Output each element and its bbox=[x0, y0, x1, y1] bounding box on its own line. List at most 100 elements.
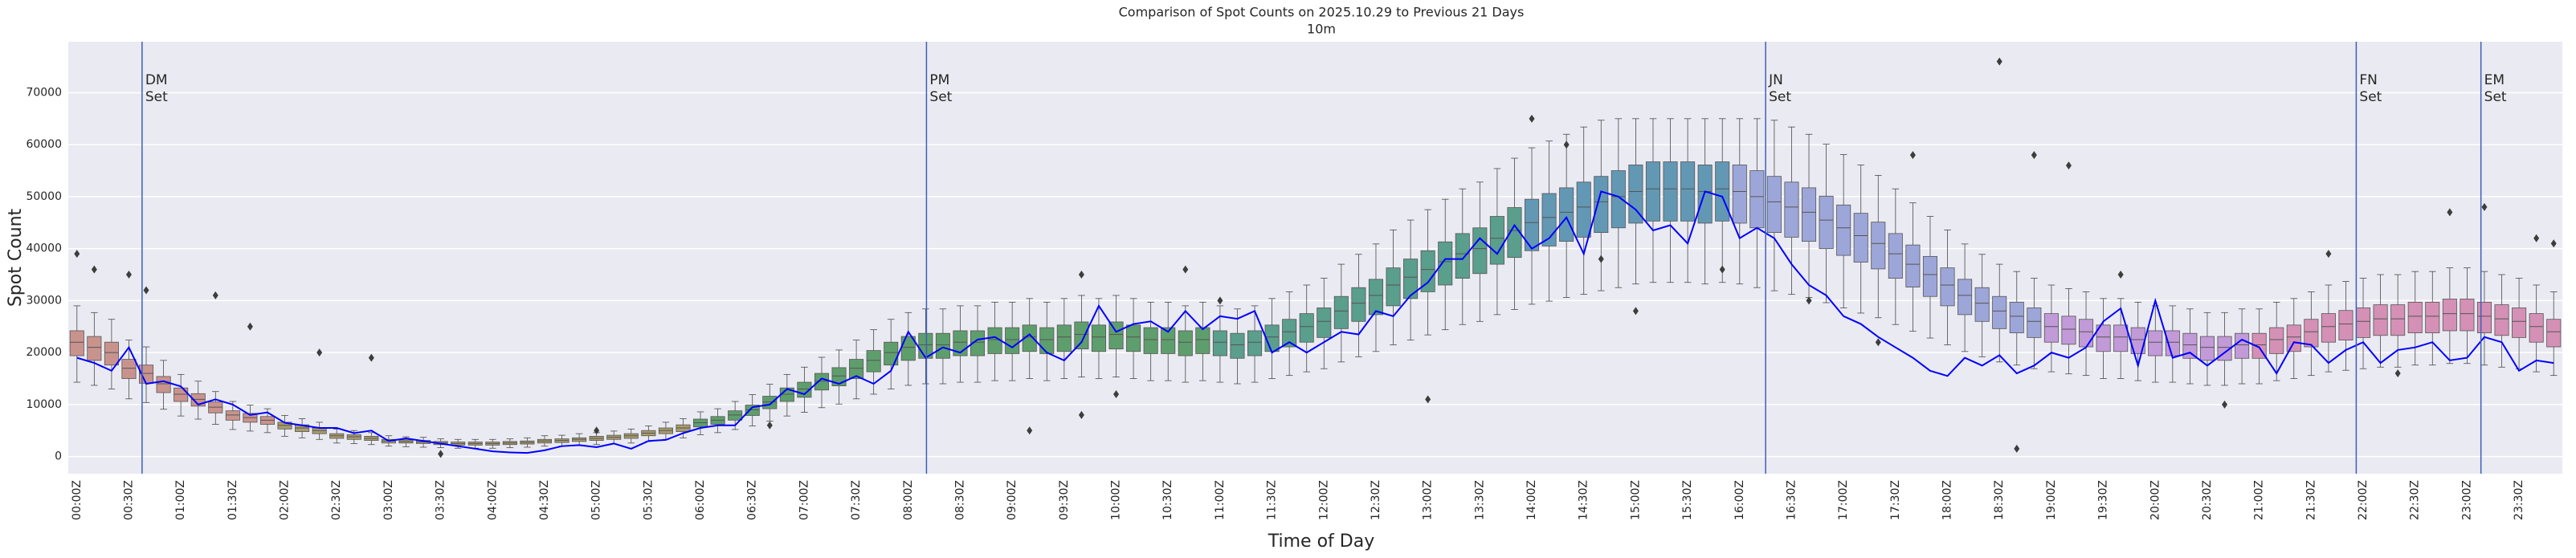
outlier bbox=[2447, 208, 2453, 217]
x-tick-label: 17:30Z bbox=[1889, 480, 1902, 520]
outlier bbox=[74, 250, 80, 259]
x-tick-label: 20:30Z bbox=[2201, 480, 2214, 520]
event-label: Set bbox=[929, 89, 952, 105]
box bbox=[1940, 267, 1955, 307]
box bbox=[1663, 161, 1678, 222]
box bbox=[2009, 301, 2024, 333]
x-tick-label: 02:00Z bbox=[279, 480, 292, 520]
box bbox=[1802, 187, 1817, 242]
box bbox=[1455, 233, 1470, 279]
box bbox=[2043, 313, 2059, 343]
x-tick-label: 11:00Z bbox=[1214, 480, 1227, 520]
box bbox=[1317, 308, 1332, 338]
box bbox=[2407, 301, 2423, 333]
box bbox=[1368, 279, 1383, 316]
box bbox=[1853, 213, 1868, 263]
x-tick-label: 06:00Z bbox=[694, 480, 707, 520]
outlier bbox=[316, 348, 323, 357]
box bbox=[1005, 327, 1020, 354]
box bbox=[2460, 299, 2475, 332]
box bbox=[1074, 321, 1089, 350]
outlier bbox=[2394, 369, 2401, 378]
outlier bbox=[1996, 57, 2002, 66]
outlier bbox=[1113, 389, 1120, 398]
y-axis-label: Spot Count bbox=[6, 208, 26, 307]
y-tick-label: 10000 bbox=[26, 398, 62, 411]
box bbox=[1594, 176, 1609, 234]
box bbox=[1386, 267, 1401, 307]
box bbox=[1645, 161, 1660, 222]
x-tick-label: 08:30Z bbox=[953, 480, 966, 520]
box bbox=[1749, 170, 1765, 229]
box bbox=[1507, 207, 1522, 259]
chart-subtitle: 10m bbox=[1307, 22, 1336, 37]
box bbox=[849, 359, 864, 379]
box bbox=[831, 367, 847, 386]
box bbox=[1161, 327, 1176, 354]
box bbox=[2148, 330, 2163, 356]
box bbox=[1697, 165, 1713, 224]
x-tick-label: 21:30Z bbox=[2305, 480, 2317, 520]
box bbox=[2373, 304, 2388, 336]
y-tick-label: 60000 bbox=[26, 138, 62, 151]
x-tick-label: 10:30Z bbox=[1161, 480, 1174, 520]
outlier bbox=[1217, 296, 1223, 305]
box bbox=[2199, 336, 2215, 361]
box bbox=[1247, 330, 1263, 356]
box bbox=[2494, 304, 2509, 336]
outlier bbox=[2014, 444, 2020, 453]
outlier bbox=[368, 353, 374, 362]
x-tick-label: 23:00Z bbox=[2460, 480, 2473, 520]
box bbox=[1680, 161, 1696, 222]
outlier bbox=[247, 322, 253, 331]
box bbox=[2304, 319, 2319, 348]
x-tick-label: 16:00Z bbox=[1733, 480, 1746, 520]
outlier bbox=[1182, 265, 1189, 274]
box bbox=[1974, 287, 1990, 322]
box bbox=[1958, 279, 1973, 316]
box bbox=[1022, 324, 1037, 352]
box bbox=[174, 387, 189, 402]
box bbox=[2529, 313, 2544, 343]
x-tick-label: 14:30Z bbox=[1578, 480, 1590, 520]
box bbox=[1992, 295, 2007, 329]
box bbox=[2061, 316, 2076, 345]
outlier bbox=[2031, 151, 2037, 160]
box bbox=[1282, 319, 1297, 348]
outlier bbox=[1598, 255, 1604, 263]
outlier bbox=[212, 291, 218, 299]
box bbox=[2235, 332, 2250, 359]
outlier bbox=[143, 286, 149, 295]
x-tick-label: 09:00Z bbox=[1006, 480, 1019, 520]
y-tick-label: 50000 bbox=[26, 190, 62, 203]
box bbox=[2079, 319, 2094, 348]
x-tick-label: 18:30Z bbox=[1993, 480, 2006, 520]
outlier bbox=[1909, 151, 1916, 160]
event-label: Set bbox=[2484, 89, 2507, 105]
x-tick-label: 01:00Z bbox=[174, 480, 187, 520]
box bbox=[1559, 187, 1574, 242]
outlier bbox=[125, 271, 132, 279]
event-label: FN bbox=[2359, 72, 2378, 88]
outlier bbox=[2065, 161, 2072, 170]
box bbox=[935, 332, 950, 359]
outlier bbox=[1875, 338, 1881, 347]
box bbox=[2286, 324, 2301, 352]
x-tick-label: 23:30Z bbox=[2513, 480, 2525, 520]
box bbox=[2546, 319, 2562, 348]
plot-background bbox=[68, 42, 2562, 474]
x-tick-label: 17:00Z bbox=[1837, 480, 1850, 520]
box bbox=[87, 336, 102, 361]
box bbox=[1091, 324, 1106, 352]
event-label: Set bbox=[145, 89, 168, 105]
box bbox=[2096, 324, 2111, 352]
x-tick-label: 13:00Z bbox=[1422, 480, 1435, 520]
outlier bbox=[594, 426, 600, 435]
box bbox=[1922, 255, 1937, 297]
event-label: Set bbox=[2359, 89, 2382, 105]
box bbox=[1819, 195, 1834, 250]
box bbox=[1212, 330, 1227, 356]
box bbox=[1905, 244, 1921, 287]
event-label: DM bbox=[145, 72, 168, 88]
